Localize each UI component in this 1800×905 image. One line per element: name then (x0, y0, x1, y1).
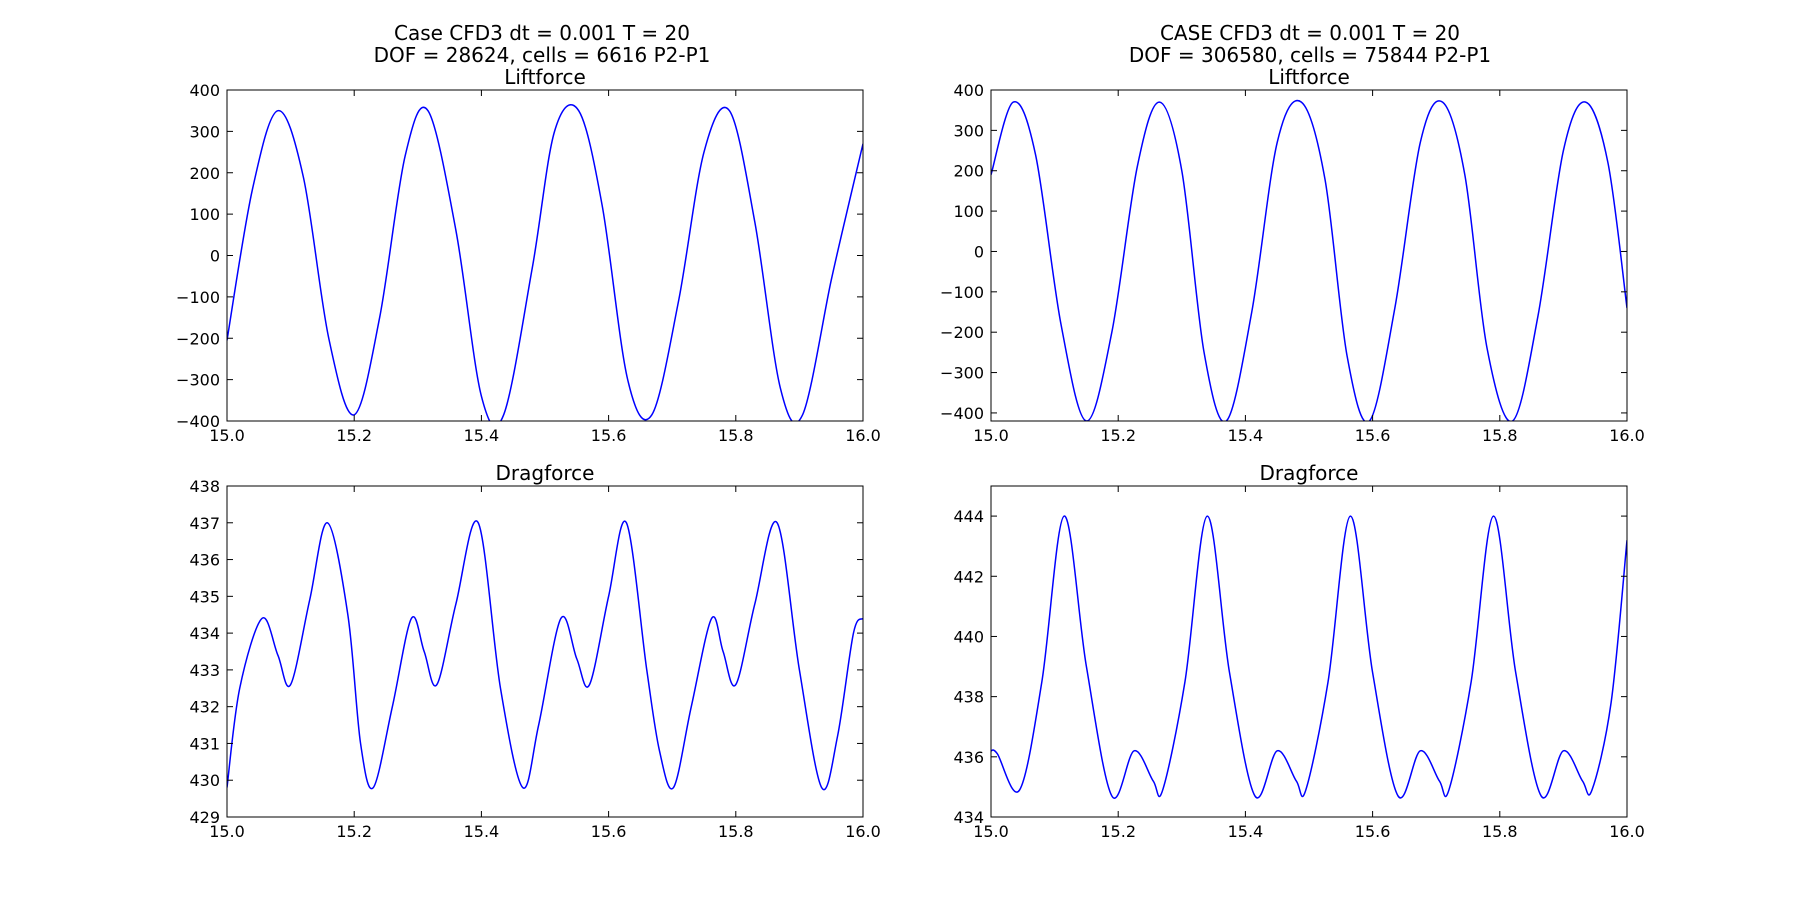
x-tick-label: 15.4 (1228, 426, 1264, 445)
x-tick-label: 16.0 (845, 426, 881, 445)
y-tick-label: 200 (953, 162, 984, 181)
subplot-title: Liftforce (1268, 65, 1350, 89)
y-tick-label: 442 (953, 567, 984, 586)
y-tick-label: 444 (953, 507, 984, 526)
y-tick-label: 300 (189, 122, 220, 141)
y-tick-label: −300 (940, 364, 984, 383)
series-line (991, 515, 1627, 799)
subplot-4: 15.0 15.2 15.4 15.6 15.8 16.0 434 436 438 440 442 4… (953, 461, 1644, 841)
y-tick-label: 438 (189, 477, 220, 496)
y-tick-label: −100 (176, 288, 220, 307)
y-tick-label: −400 (176, 412, 220, 431)
series-line (991, 99, 1627, 421)
subplot-1: 15.0 15.2 15.4 15.6 15.8 16.0 −400 −300 −200 −100… (176, 65, 881, 445)
y-tick-label: 432 (189, 698, 220, 717)
left-suptitle-line-1: Case CFD3 dt = 0.001 T = 20 (394, 21, 690, 45)
x-tick-label: 15.4 (464, 426, 500, 445)
y-tick-label: 437 (189, 514, 220, 533)
y-tick-label: 400 (953, 81, 984, 100)
y-tick-label: 100 (189, 205, 220, 224)
x-tick-label: 15.2 (336, 822, 372, 841)
y-tick-label: 435 (189, 587, 220, 606)
x-tick-label: 15.4 (464, 822, 500, 841)
x-tick-label: 15.0 (973, 822, 1009, 841)
right-suptitle-line-2: DOF = 306580, cells = 75844 P2-P1 (1129, 43, 1491, 67)
y-tick-label: 431 (189, 734, 220, 753)
x-tick-label: 15.0 (209, 822, 245, 841)
y-tick-label: −200 (940, 323, 984, 342)
x-tick-label: 15.6 (1355, 426, 1391, 445)
x-tick-label: 15.2 (1100, 426, 1136, 445)
left-suptitle-line-2: DOF = 28624, cells = 6616 P2-P1 (374, 43, 711, 67)
x-tick-label: 15.8 (1482, 822, 1518, 841)
x-tick-label: 15.6 (591, 426, 627, 445)
y-tick-label: 0 (210, 247, 220, 266)
plot-frame (226, 89, 864, 422)
y-tick-label: −400 (940, 404, 984, 423)
y-tick-label: 433 (189, 661, 220, 680)
y-tick-label: 100 (953, 202, 984, 221)
series-line (227, 104, 863, 421)
x-tick-label: 15.6 (1355, 822, 1391, 841)
y-tick-label: 430 (189, 771, 220, 790)
plot-frame (990, 485, 1628, 818)
y-tick-label: 300 (953, 121, 984, 140)
x-tick-label: 15.6 (591, 822, 627, 841)
x-tick-label: 15.0 (209, 426, 245, 445)
x-tick-label: 16.0 (1609, 426, 1645, 445)
x-tick-label: 15.0 (973, 426, 1009, 445)
subplot-title: Dragforce (1260, 461, 1359, 485)
y-tick-label: 0 (974, 242, 984, 261)
y-tick-label: 434 (189, 624, 220, 643)
subplot-title: Liftforce (504, 65, 586, 89)
right-suptitle-line-1: CASE CFD3 dt = 0.001 T = 20 (1160, 21, 1460, 45)
x-tick-label: 16.0 (845, 822, 881, 841)
subplot-2: 15.0 15.2 15.4 15.6 15.8 16.0 429 430 431 432 433 4… (189, 461, 880, 841)
y-tick-label: −200 (176, 329, 220, 348)
y-tick-label: 434 (953, 808, 984, 827)
series-line (227, 520, 863, 791)
y-tick-label: 429 (189, 808, 220, 827)
y-tick-label: 200 (189, 164, 220, 183)
x-tick-label: 16.0 (1609, 822, 1645, 841)
y-tick-label: −100 (940, 283, 984, 302)
subplot-title: Dragforce (496, 461, 595, 485)
y-tick-label: 400 (189, 81, 220, 100)
x-tick-label: 15.8 (718, 426, 754, 445)
x-tick-label: 15.8 (718, 822, 754, 841)
x-tick-label: 15.2 (1100, 822, 1136, 841)
x-tick-label: 15.4 (1228, 822, 1264, 841)
y-tick-label: 436 (953, 748, 984, 767)
y-tick-label: 436 (189, 551, 220, 570)
x-tick-label: 15.8 (1482, 426, 1518, 445)
y-tick-label: 438 (953, 688, 984, 707)
plot-frame (990, 89, 1628, 422)
y-tick-label: −300 (176, 371, 220, 390)
plot-frame (226, 485, 864, 818)
subplot-3: 15.0 15.2 15.4 15.6 15.8 16.0 −400 −300 −200 −100… (940, 65, 1645, 445)
x-tick-label: 15.2 (336, 426, 372, 445)
y-tick-label: 440 (953, 627, 984, 646)
